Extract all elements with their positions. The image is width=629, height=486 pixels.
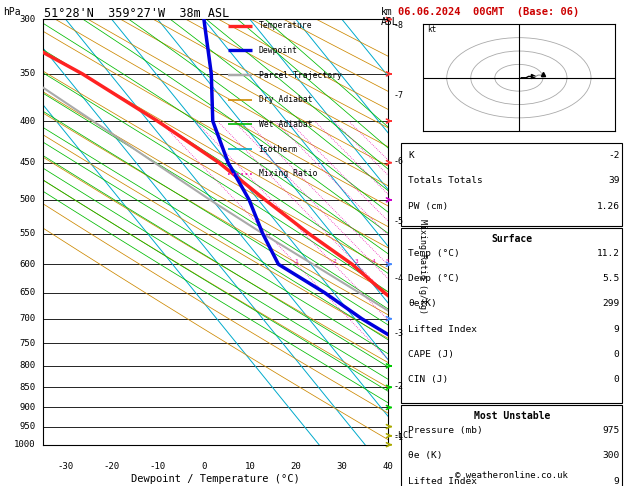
Text: 4: 4 <box>372 259 376 264</box>
Text: 3: 3 <box>355 259 359 264</box>
Text: 1000: 1000 <box>14 440 35 449</box>
Text: 500: 500 <box>19 195 35 205</box>
Text: 300: 300 <box>603 451 620 461</box>
Text: Temperature: Temperature <box>259 21 312 30</box>
Text: 5.5: 5.5 <box>603 274 620 283</box>
Text: ASL: ASL <box>381 17 399 28</box>
Text: -2: -2 <box>608 151 620 160</box>
Text: Lifted Index: Lifted Index <box>408 325 477 334</box>
Bar <box>401 228 622 403</box>
Text: Dewpoint: Dewpoint <box>259 46 298 55</box>
Text: -1: -1 <box>393 433 403 442</box>
Text: CAPE (J): CAPE (J) <box>408 350 455 359</box>
Text: hPa: hPa <box>3 7 21 17</box>
Text: 300: 300 <box>19 15 35 24</box>
Text: Parcel Trajectory: Parcel Trajectory <box>259 70 342 80</box>
Text: -30: -30 <box>58 462 74 471</box>
Text: 20: 20 <box>291 462 301 471</box>
Text: km: km <box>381 7 393 17</box>
Text: Dewpoint / Temperature (°C): Dewpoint / Temperature (°C) <box>131 474 300 485</box>
Text: CIN (J): CIN (J) <box>408 375 448 384</box>
Text: 350: 350 <box>19 69 35 78</box>
Text: 950: 950 <box>19 422 35 431</box>
Text: -8: -8 <box>393 21 403 30</box>
Bar <box>401 143 622 226</box>
Text: 550: 550 <box>19 229 35 238</box>
Text: 06.06.2024  00GMT  (Base: 06): 06.06.2024 00GMT (Base: 06) <box>398 7 579 17</box>
Text: -4: -4 <box>393 274 403 283</box>
Text: 400: 400 <box>19 117 35 125</box>
Text: 0: 0 <box>201 462 206 471</box>
Text: -LCL: -LCL <box>393 431 413 440</box>
Text: 650: 650 <box>19 288 35 297</box>
Text: Lifted Index: Lifted Index <box>408 477 477 486</box>
Text: kt: kt <box>428 25 437 35</box>
Text: -7: -7 <box>393 91 403 100</box>
Text: -5: -5 <box>393 217 403 226</box>
Text: θe (K): θe (K) <box>408 451 443 461</box>
Text: Totals Totals: Totals Totals <box>408 176 483 186</box>
Text: 1: 1 <box>295 259 298 264</box>
Text: 850: 850 <box>19 383 35 392</box>
Text: 9: 9 <box>614 325 620 334</box>
Text: 30: 30 <box>337 462 347 471</box>
Text: Mixing Ratio (g/kg): Mixing Ratio (g/kg) <box>418 219 427 313</box>
Text: 600: 600 <box>19 260 35 269</box>
Text: 299: 299 <box>603 299 620 309</box>
Text: -20: -20 <box>104 462 120 471</box>
Text: θe(K): θe(K) <box>408 299 437 309</box>
Text: PW (cm): PW (cm) <box>408 202 448 211</box>
Text: 700: 700 <box>19 314 35 323</box>
Text: 10: 10 <box>245 462 255 471</box>
Text: 40: 40 <box>382 462 394 471</box>
Text: -2: -2 <box>393 382 403 391</box>
Text: 1.26: 1.26 <box>597 202 620 211</box>
Text: Isotherm: Isotherm <box>259 145 298 154</box>
Text: 800: 800 <box>19 362 35 370</box>
Text: Dewp (°C): Dewp (°C) <box>408 274 460 283</box>
Text: © weatheronline.co.uk: © weatheronline.co.uk <box>455 471 568 480</box>
Text: -6: -6 <box>393 156 403 166</box>
Text: 750: 750 <box>19 339 35 347</box>
Text: 2: 2 <box>332 259 336 264</box>
Text: -10: -10 <box>150 462 166 471</box>
Text: Temp (°C): Temp (°C) <box>408 249 460 258</box>
Text: Surface: Surface <box>491 234 532 244</box>
Text: 0: 0 <box>614 350 620 359</box>
Text: Dry Adiabat: Dry Adiabat <box>259 95 312 104</box>
Text: 11.2: 11.2 <box>597 249 620 258</box>
Text: 900: 900 <box>19 403 35 412</box>
Text: 51°28'N  359°27'W  38m ASL: 51°28'N 359°27'W 38m ASL <box>44 7 230 20</box>
Text: Wet Adiabat: Wet Adiabat <box>259 120 312 129</box>
Text: 39: 39 <box>608 176 620 186</box>
Text: -3: -3 <box>393 329 403 338</box>
Text: 0: 0 <box>614 375 620 384</box>
Bar <box>401 405 622 486</box>
Text: 9: 9 <box>614 477 620 486</box>
Text: 5: 5 <box>386 259 389 264</box>
Text: Mixing Ratio: Mixing Ratio <box>259 169 317 178</box>
Text: K: K <box>408 151 415 160</box>
Text: Pressure (mb): Pressure (mb) <box>408 426 483 435</box>
Text: 450: 450 <box>19 158 35 167</box>
Text: 975: 975 <box>603 426 620 435</box>
Text: Most Unstable: Most Unstable <box>474 411 550 421</box>
